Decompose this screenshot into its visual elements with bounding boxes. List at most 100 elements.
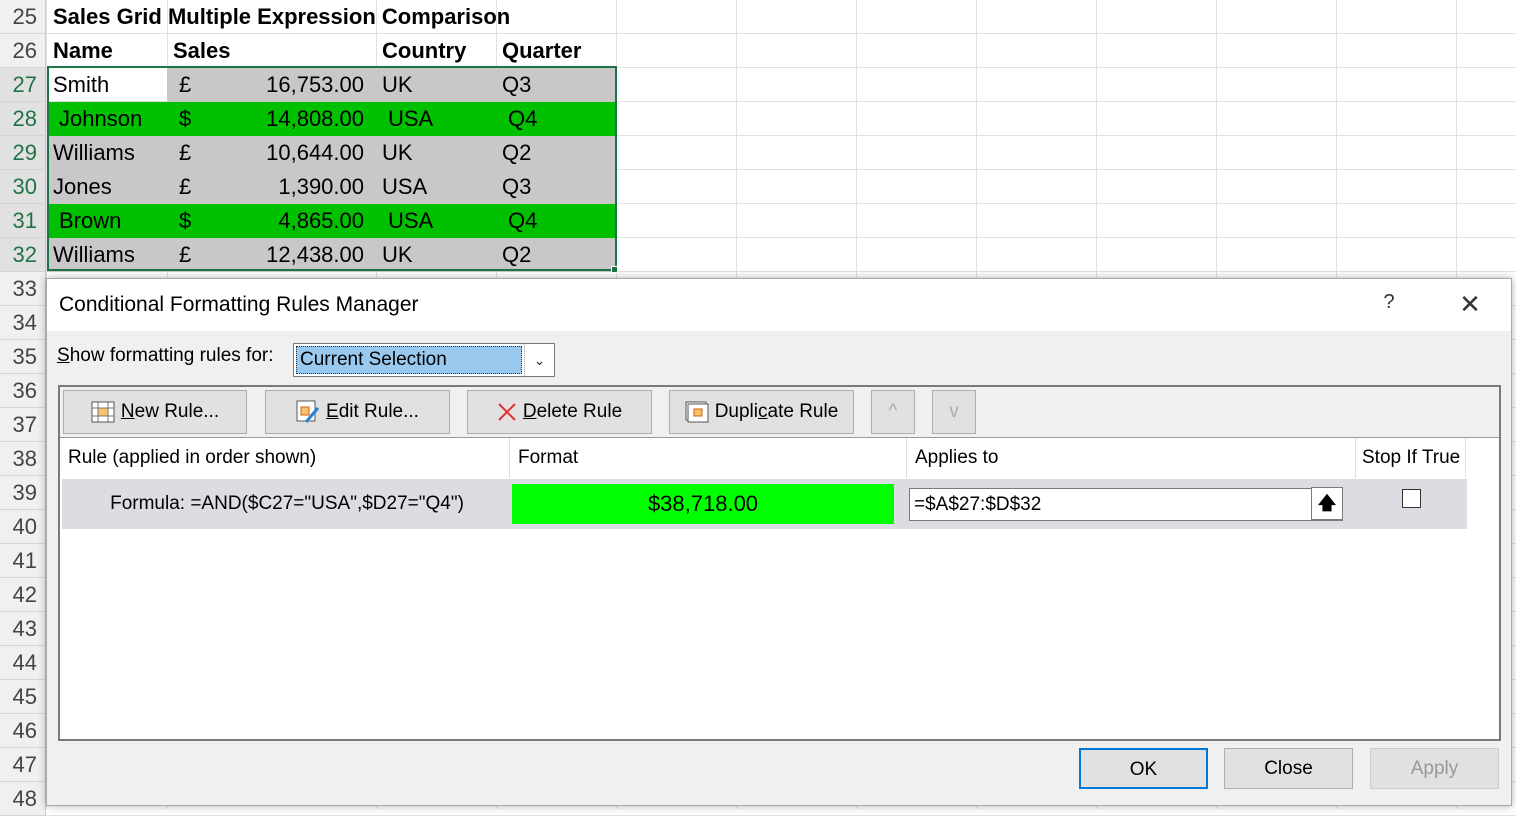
gridline: [46, 101, 1516, 102]
header-name[interactable]: Name: [53, 38, 113, 63]
ok-button[interactable]: OK: [1079, 748, 1208, 789]
selection-border: [47, 66, 617, 271]
row-header[interactable]: 42: [0, 578, 46, 612]
cell-country[interactable]: USA: [376, 204, 496, 238]
cell-country[interactable]: UK: [376, 68, 496, 102]
row-header[interactable]: 48: [0, 782, 46, 816]
row-header[interactable]: 28: [0, 102, 46, 136]
chevron-up-icon: ^: [888, 401, 898, 422]
row-header[interactable]: 38: [0, 442, 46, 476]
fill-handle[interactable]: [611, 266, 618, 273]
applies-to-input[interactable]: =$A$27:$D$32: [909, 488, 1343, 521]
column-header-applies-to: Applies to: [907, 438, 1356, 478]
delete-icon: [498, 403, 516, 421]
chevron-down-icon[interactable]: ⌄: [524, 344, 554, 376]
row-header[interactable]: 26: [0, 34, 46, 68]
sheet-title[interactable]: Sales Grid Multiple Expression Compariso…: [53, 4, 511, 29]
cell-sales[interactable]: 16,753.00: [217, 68, 376, 102]
row-header[interactable]: 25: [0, 0, 46, 34]
cell-country[interactable]: USA: [376, 170, 496, 204]
cell-sales[interactable]: 10,644.00: [217, 136, 376, 170]
cell-currency[interactable]: £: [167, 170, 217, 204]
delete-rule-button[interactable]: Delete Rule: [467, 390, 652, 434]
cell-currency[interactable]: £: [167, 68, 217, 102]
gridline: [46, 237, 1516, 238]
cell-sales[interactable]: 1,390.00: [217, 170, 376, 204]
row-header[interactable]: 44: [0, 646, 46, 680]
cell-quarter[interactable]: Q3: [496, 170, 616, 204]
help-button[interactable]: ?: [1383, 291, 1395, 313]
accelerator: D: [522, 401, 537, 422]
cell-name[interactable]: Jones: [47, 170, 167, 204]
cell-name[interactable]: Williams: [47, 136, 167, 170]
close-button[interactable]: Close: [1224, 748, 1353, 789]
row-header[interactable]: 40: [0, 510, 46, 544]
edit-rule-button[interactable]: Edit Rule...: [265, 390, 450, 434]
cell-currency[interactable]: £: [167, 136, 217, 170]
show-rules-label: Show formatting rules for:: [57, 345, 274, 367]
row-header[interactable]: 32: [0, 238, 46, 272]
header-sales[interactable]: Sales: [173, 38, 231, 63]
row-header[interactable]: 33: [0, 272, 46, 306]
gridline: [46, 271, 1516, 272]
move-down-button[interactable]: v: [932, 390, 976, 434]
chevron-down-icon: v: [949, 401, 959, 422]
cell-quarter[interactable]: Q4: [496, 204, 616, 238]
new-rule-button[interactable]: New Rule...: [63, 390, 247, 434]
row-header[interactable]: 34: [0, 306, 46, 340]
cell-currency[interactable]: $: [167, 204, 217, 238]
column-header-stop-if-true: Stop If True: [1356, 438, 1466, 478]
row-header[interactable]: 35: [0, 340, 46, 374]
column-header-rule: Rule (applied in order shown): [60, 438, 510, 478]
move-up-button[interactable]: ^: [871, 390, 915, 434]
duplicate-rule-button[interactable]: Duplicate Rule: [669, 390, 854, 434]
row-header[interactable]: 43: [0, 612, 46, 646]
label: elete Rule: [536, 401, 623, 422]
close-icon[interactable]: ✕: [1459, 289, 1481, 319]
duplicate-rule-icon: [685, 401, 709, 423]
row-header[interactable]: 37: [0, 408, 46, 442]
cell-currency[interactable]: $: [167, 102, 217, 136]
conditional-formatting-dialog: Conditional Formatting Rules Manager ? ✕…: [46, 278, 1512, 806]
row-header[interactable]: 31: [0, 204, 46, 238]
row-header[interactable]: 41: [0, 544, 46, 578]
column-header-format: Format: [510, 438, 907, 478]
row-header[interactable]: 45: [0, 680, 46, 714]
row-header[interactable]: 36: [0, 374, 46, 408]
accelerator: E: [326, 401, 339, 422]
row-header[interactable]: 39: [0, 476, 46, 510]
row-header[interactable]: 30: [0, 170, 46, 204]
cell-currency[interactable]: £: [167, 238, 217, 272]
header-quarter[interactable]: Quarter: [502, 38, 582, 63]
cell-name[interactable]: Johnson: [47, 102, 167, 136]
cell-sales[interactable]: 14,808.00: [217, 102, 376, 136]
cell-quarter[interactable]: Q3: [496, 68, 616, 102]
row-header[interactable]: 46: [0, 714, 46, 748]
collapse-dialog-icon[interactable]: 🡅: [1311, 487, 1343, 520]
cell-name[interactable]: Williams: [47, 238, 167, 272]
apply-button[interactable]: Apply: [1370, 748, 1499, 789]
cell-quarter[interactable]: Q2: [496, 238, 616, 272]
cell-sales[interactable]: 12,438.00: [217, 238, 376, 272]
rule-row[interactable]: Formula: =AND($C27="USA",$D27="Q4") $38,…: [62, 479, 1467, 529]
cell-country[interactable]: UK: [376, 136, 496, 170]
row-header[interactable]: 29: [0, 136, 46, 170]
header-country[interactable]: Country: [382, 38, 467, 63]
cell-country[interactable]: UK: [376, 238, 496, 272]
new-rule-icon: [91, 401, 115, 423]
label: dit Rule...: [338, 401, 419, 422]
dialog-title: Conditional Formatting Rules Manager: [59, 293, 419, 316]
scope-dropdown[interactable]: Current Selection ⌄: [293, 343, 555, 377]
rules-list: Rule (applied in order shown) Format App…: [60, 437, 1499, 739]
row-header[interactable]: 27: [0, 68, 46, 102]
gridline: [46, 135, 1516, 136]
cell-country[interactable]: USA: [376, 102, 496, 136]
cell-quarter[interactable]: Q2: [496, 136, 616, 170]
row-header[interactable]: 47: [0, 748, 46, 782]
cell-name[interactable]: Brown: [47, 204, 167, 238]
cell-sales[interactable]: 4,865.00: [217, 204, 376, 238]
cell-name[interactable]: Smith: [53, 72, 110, 97]
rules-panel: New Rule... Edit Rule... Delete Rule Dup…: [58, 385, 1501, 741]
stop-if-true-checkbox[interactable]: [1402, 489, 1421, 508]
cell-quarter[interactable]: Q4: [496, 102, 616, 136]
